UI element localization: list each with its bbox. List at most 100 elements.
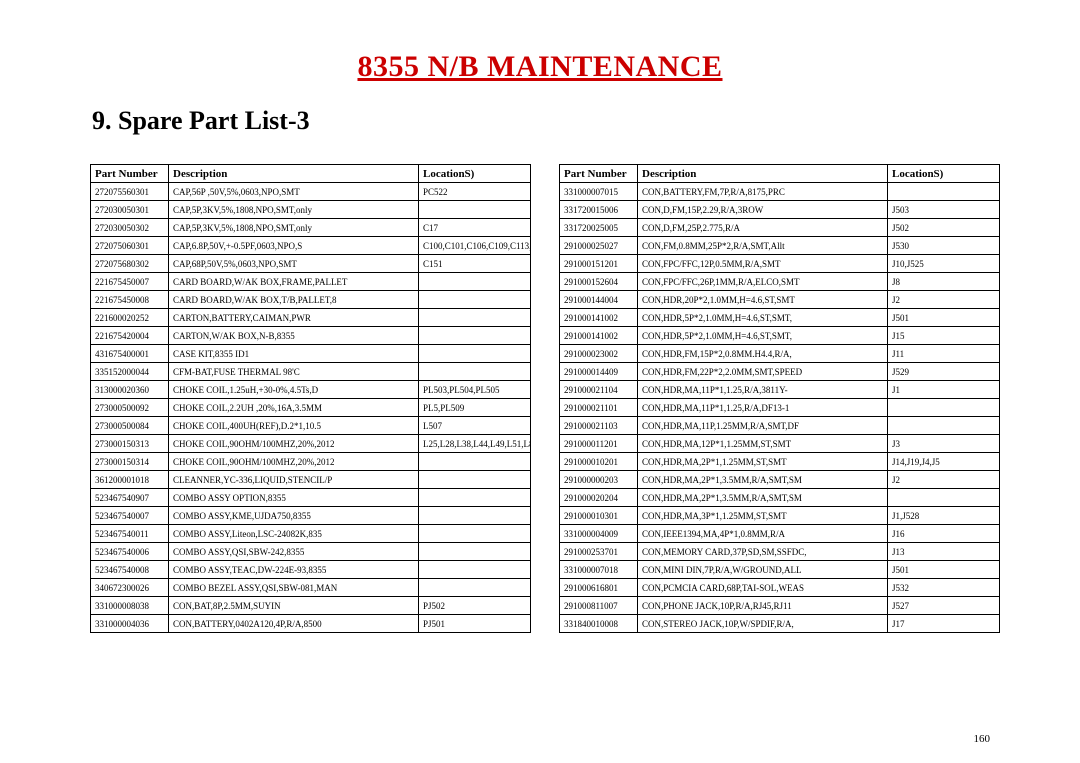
cell-desc: CON,MEMORY CARD,37P,SD,SM,SSFDC, [638, 543, 888, 561]
table-row: 523467540907COMBO ASSY OPTION,8355 [91, 489, 531, 507]
cell-pn: 523467540006 [91, 543, 169, 561]
cell-pn: 331000007015 [560, 183, 638, 201]
table-row: 313000020360CHOKE COIL,1.25uH,+30-0%,4.5… [91, 381, 531, 399]
table-row: 331000004009CON,IEEE1394,MA,4P*1,0.8MM,R… [560, 525, 1000, 543]
page-title: 8355 N/B MAINTENANCE [90, 50, 990, 84]
table-row: 291000021101CON,HDR,MA,11P*1,1.25,R/A,DF… [560, 399, 1000, 417]
cell-pn: 331000004009 [560, 525, 638, 543]
cell-desc: CON,MINI DIN,7P,R/A,W/GROUND,ALL [638, 561, 888, 579]
cell-desc: CHOKE COIL,2.2UH ,20%,16A,3.5MM [169, 399, 419, 417]
cell-loc [888, 417, 1000, 435]
cell-loc: J11 [888, 345, 1000, 363]
cell-pn: 291000141002 [560, 327, 638, 345]
cell-loc: C151 [419, 255, 531, 273]
cell-desc: CON,PCMCIA CARD,68P,TAI-SOL,WEAS [638, 579, 888, 597]
cell-desc: CON,FM,0.8MM,25P*2,R/A,SMT,Allt [638, 237, 888, 255]
cell-desc: COMBO ASSY,QSI,SBW-242,8355 [169, 543, 419, 561]
cell-desc: CAP,68P,50V,5%,0603,NPO,SMT [169, 255, 419, 273]
table-row: 272075560301CAP,56P ,50V,5%,0603,NPO,SMT… [91, 183, 531, 201]
cell-pn: 523467540008 [91, 561, 169, 579]
cell-desc: CON,HDR,MA,11P,1.25MM,R/A,SMT,DF [638, 417, 888, 435]
table-row: 523467540006COMBO ASSY,QSI,SBW-242,8355 [91, 543, 531, 561]
cell-pn: 331000007018 [560, 561, 638, 579]
cell-loc: J15 [888, 327, 1000, 345]
cell-pn: 291000014409 [560, 363, 638, 381]
table-row: 361200001018CLEANNER,YC-336,LIQUID,STENC… [91, 471, 531, 489]
col-part-number: Part Number [91, 165, 169, 183]
cell-desc: CAP,56P ,50V,5%,0603,NPO,SMT [169, 183, 419, 201]
cell-loc: J503 [888, 201, 1000, 219]
cell-loc [888, 183, 1000, 201]
table-row: 291000151201CON,FPC/FFC,12P,0.5MM,R/A,SM… [560, 255, 1000, 273]
cell-loc [419, 363, 531, 381]
cell-loc [419, 453, 531, 471]
cell-desc: CON,HDR,MA,2P*1,1.25MM,ST,SMT [638, 453, 888, 471]
col-location: LocationS) [419, 165, 531, 183]
cell-pn: 291000023002 [560, 345, 638, 363]
cell-pn: 291000021103 [560, 417, 638, 435]
table-row: 331720025005CON,D,FM,25P,2.775,R/AJ502 [560, 219, 1000, 237]
table-row: 291000141002CON,HDR,5P*2,1.0MM,H=4.6,ST,… [560, 327, 1000, 345]
cell-pn: 291000253701 [560, 543, 638, 561]
cell-desc: CAP,6.8P,50V,+-0.5PF,0603,NPO,S [169, 237, 419, 255]
cell-pn: 272030050301 [91, 201, 169, 219]
cell-desc: CARD BOARD,W/AK BOX,FRAME,PALLET [169, 273, 419, 291]
tables-container: Part Number Description LocationS) 27207… [90, 164, 990, 633]
table-row: 273000500084CHOKE COIL,400UH(REF),D.2*1,… [91, 417, 531, 435]
cell-loc: L25,L28,L38,L44,L49,L51,L86,L8 [419, 435, 531, 453]
cell-loc: PC522 [419, 183, 531, 201]
table-row: 273000150314CHOKE COIL,90OHM/100MHZ,20%,… [91, 453, 531, 471]
cell-pn: 291000151201 [560, 255, 638, 273]
cell-pn: 221675420004 [91, 327, 169, 345]
cell-loc [419, 471, 531, 489]
cell-pn: 331720015006 [560, 201, 638, 219]
cell-loc: J530 [888, 237, 1000, 255]
cell-desc: CHOKE COIL,90OHM/100MHZ,20%,2012 [169, 435, 419, 453]
cell-loc: J529 [888, 363, 1000, 381]
cell-pn: 313000020360 [91, 381, 169, 399]
cell-pn: 331000008038 [91, 597, 169, 615]
cell-desc: CHOKE COIL,1.25uH,+30-0%,4.5Ts,D [169, 381, 419, 399]
cell-loc: J14,J19,J4,J5 [888, 453, 1000, 471]
table-row: 273000150313CHOKE COIL,90OHM/100MHZ,20%,… [91, 435, 531, 453]
cell-loc: J8 [888, 273, 1000, 291]
table-row: 331000004036CON,BATTERY,0402A120,4P,R/A,… [91, 615, 531, 633]
table-row: 331720015006CON,D,FM,15P,2.29,R/A,3ROWJ5… [560, 201, 1000, 219]
cell-desc: CON,IEEE1394,MA,4P*1,0.8MM,R/A [638, 525, 888, 543]
cell-desc: CHOKE COIL,90OHM/100MHZ,20%,2012 [169, 453, 419, 471]
cell-loc [419, 201, 531, 219]
cell-loc: J501 [888, 561, 1000, 579]
cell-loc: J1,J528 [888, 507, 1000, 525]
cell-desc: CON,BAT,8P,2.5MM,SUYIN [169, 597, 419, 615]
table-row: 335152000044CFM-BAT,FUSE THERMAL 98'C [91, 363, 531, 381]
cell-desc: CON,HDR,MA,11P*1,1.25,R/A,3811Y- [638, 381, 888, 399]
cell-loc: J501 [888, 309, 1000, 327]
cell-desc: COMBO ASSY,KME,UJDA750,8355 [169, 507, 419, 525]
cell-loc [888, 489, 1000, 507]
table-row: 523467540007COMBO ASSY,KME,UJDA750,8355 [91, 507, 531, 525]
cell-desc: CON,HDR,5P*2,1.0MM,H=4.6,ST,SMT, [638, 309, 888, 327]
cell-pn: 523467540007 [91, 507, 169, 525]
cell-pn: 523467540907 [91, 489, 169, 507]
cell-pn: 331840010008 [560, 615, 638, 633]
table-row: 431675400001CASE KIT,8355 ID1 [91, 345, 531, 363]
cell-pn: 291000021101 [560, 399, 638, 417]
cell-pn: 291000021104 [560, 381, 638, 399]
cell-pn: 331720025005 [560, 219, 638, 237]
table-row: 291000000203CON,HDR,MA,2P*1,3.5MM,R/A,SM… [560, 471, 1000, 489]
table-row: 331840010008CON,STEREO JACK,10P,W/SPDIF,… [560, 615, 1000, 633]
cell-desc: CAP,5P,3KV,5%,1808,NPO,SMT,only [169, 219, 419, 237]
cell-desc: CON,HDR,20P*2,1.0MM,H=4.6,ST,SMT [638, 291, 888, 309]
cell-loc [419, 561, 531, 579]
table-row: 291000020204CON,HDR,MA,2P*1,3.5MM,R/A,SM… [560, 489, 1000, 507]
table-row: 272030050302CAP,5P,3KV,5%,1808,NPO,SMT,o… [91, 219, 531, 237]
cell-loc [888, 399, 1000, 417]
cell-pn: 431675400001 [91, 345, 169, 363]
cell-desc: COMBO ASSY,Liteon,LSC-24082K,835 [169, 525, 419, 543]
cell-desc: CON,HDR,MA,11P*1,1.25,R/A,DF13-1 [638, 399, 888, 417]
cell-loc: J3 [888, 435, 1000, 453]
cell-loc: J16 [888, 525, 1000, 543]
cell-desc: CARTON,BATTERY,CAIMAN,PWR [169, 309, 419, 327]
table-row: 273000500092CHOKE COIL,2.2UH ,20%,16A,3.… [91, 399, 531, 417]
cell-desc: CON,HDR,MA,3P*1,1.25MM,ST,SMT [638, 507, 888, 525]
